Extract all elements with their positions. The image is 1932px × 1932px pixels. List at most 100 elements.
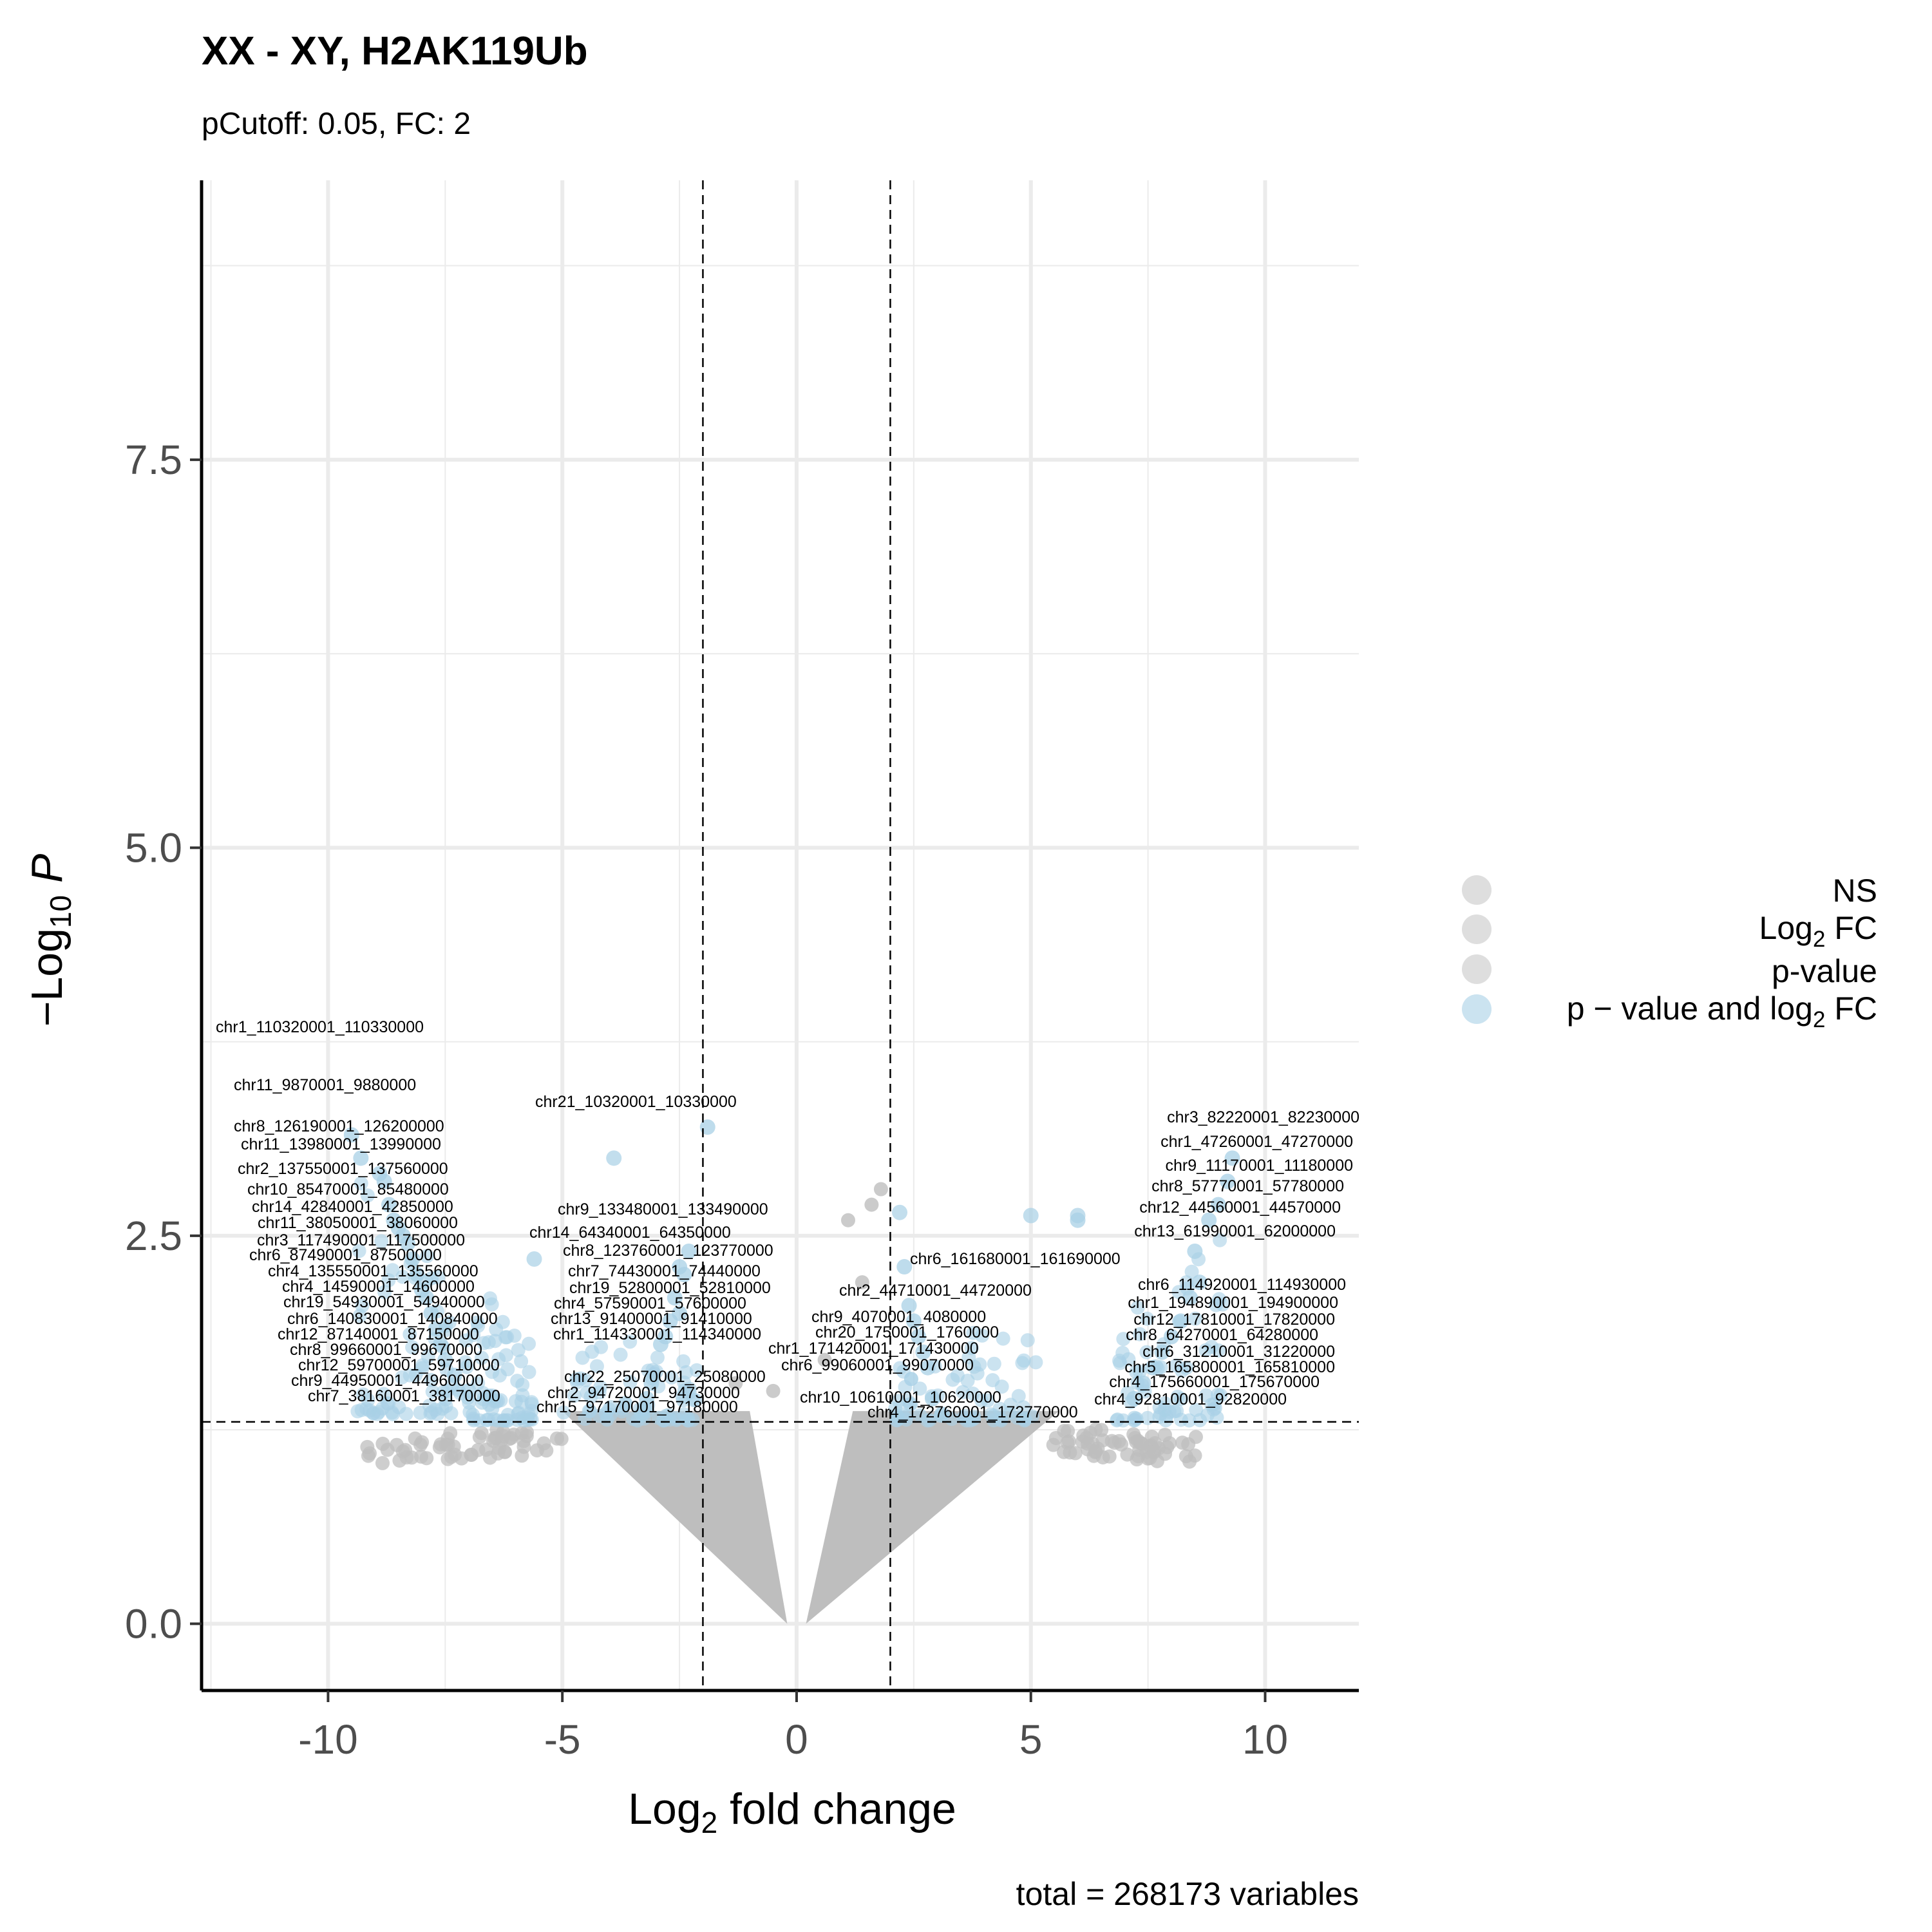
y-tick-label: 7.5 — [125, 437, 182, 483]
significant-point — [377, 1285, 392, 1300]
labeled-point — [681, 1243, 697, 1259]
ns-point — [1094, 1423, 1109, 1437]
point-label: chr1_47260001_47270000 — [1160, 1133, 1353, 1151]
point-label: chr6_99060001_99070000 — [781, 1356, 974, 1374]
x-tick-label: 10 — [1242, 1716, 1288, 1763]
ns-point — [471, 1443, 486, 1457]
significant-point — [500, 1413, 515, 1428]
legend-key-pvalue — [1462, 954, 1492, 984]
ns-point — [873, 1182, 888, 1197]
significant-point — [425, 1385, 440, 1399]
point-label: chr11_9870001_9880000 — [234, 1076, 416, 1094]
significant-point — [1157, 1396, 1172, 1410]
point-label: chr6_31210001_31220000 — [1142, 1343, 1335, 1361]
ns-point — [360, 1439, 375, 1454]
point-label: chr4_172760001_172770000 — [867, 1403, 1078, 1421]
significant-point — [521, 1406, 536, 1421]
significant-point — [466, 1411, 480, 1426]
significant-point — [975, 1328, 990, 1343]
significant-point — [355, 1298, 370, 1313]
labeled-point — [920, 1359, 936, 1376]
ns-point — [439, 1437, 453, 1452]
labeled-point — [433, 1336, 449, 1352]
ns-point — [1142, 1450, 1157, 1465]
significant-point — [892, 1204, 908, 1220]
point-label: chr8_126190001_126200000 — [234, 1117, 444, 1135]
significant-point — [664, 1370, 679, 1385]
point-label: chr22_25070001_25080000 — [564, 1368, 766, 1386]
significant-point — [1193, 1413, 1208, 1428]
point-label: chr19_52800001_52810000 — [569, 1279, 771, 1297]
ns-point — [1061, 1424, 1075, 1439]
ns-density-region — [806, 1411, 1059, 1624]
ns-point — [1102, 1449, 1117, 1464]
significant-point — [1184, 1264, 1199, 1279]
point-label: chr11_38050001_38060000 — [258, 1214, 458, 1232]
labeled-point — [924, 1390, 940, 1406]
significant-point — [1128, 1413, 1142, 1428]
labeled-point — [1144, 1359, 1160, 1376]
point-label: chr3_117490001_117500000 — [257, 1231, 465, 1249]
significant-point — [1116, 1332, 1131, 1347]
labeled-point — [1135, 1375, 1151, 1391]
significant-point — [1188, 1311, 1202, 1326]
point-label: chr6_87490001_87500000 — [249, 1246, 442, 1264]
significant-point — [420, 1249, 435, 1264]
labeled-point — [353, 1150, 369, 1166]
ns-point — [1188, 1430, 1203, 1444]
significant-point — [350, 1404, 365, 1419]
labeled-point — [1182, 1290, 1198, 1306]
significant-point — [385, 1263, 400, 1278]
labeled-point — [915, 1344, 931, 1360]
cutoff-lines — [202, 180, 1359, 1690]
significant-point — [1174, 1392, 1189, 1406]
ns-point — [1046, 1437, 1061, 1452]
significant-point — [956, 1385, 971, 1399]
point-label: chr10_10610001_10620000 — [800, 1388, 1001, 1406]
ns-point — [474, 1426, 489, 1441]
significant-point — [669, 1412, 684, 1427]
ns-point — [515, 1448, 529, 1463]
labeled-point — [1173, 1313, 1189, 1329]
significant-point — [424, 1372, 439, 1387]
grid — [202, 180, 1359, 1690]
ns-point — [1157, 1427, 1172, 1442]
significant-point — [913, 1408, 927, 1423]
point-label: chr9_4070001_4080000 — [811, 1308, 986, 1326]
labeled-point — [460, 1383, 477, 1399]
significant-point — [352, 1244, 366, 1258]
labeled-point — [896, 1259, 913, 1275]
ns-point — [1068, 1446, 1083, 1461]
point-labels: chr1_110320001_110330000 chr11_9870001_98… — [216, 1018, 1359, 1421]
significant-point — [556, 1405, 571, 1420]
significant-point — [1204, 1397, 1219, 1412]
significant-points — [343, 1119, 1240, 1428]
point-label: chr20_1750001_1760000 — [815, 1323, 999, 1341]
significant-point — [510, 1374, 525, 1388]
ns-point — [1062, 1434, 1077, 1449]
significant-point — [1023, 1208, 1039, 1224]
point-label: chr14_64340001_64350000 — [529, 1224, 731, 1242]
point-label: chr9_11170001_11180000 — [1166, 1157, 1353, 1175]
significant-point — [900, 1394, 914, 1408]
point-label: chr19_54930001_54940000 — [283, 1293, 485, 1311]
point-label: chr12_87140001_87150000 — [278, 1325, 479, 1343]
significant-point — [1140, 1311, 1155, 1326]
y-tick-label: 0.0 — [125, 1600, 182, 1647]
labeled-point — [1191, 1274, 1208, 1291]
significant-point — [1171, 1285, 1186, 1300]
point-label: chr1_171420001_171430000 — [768, 1340, 979, 1358]
legend-key-log2fc — [1462, 914, 1492, 944]
x-tick-label: 0 — [785, 1716, 808, 1763]
chart-title: XX - XY, H2AK119Ub — [202, 29, 588, 73]
significant-point — [996, 1331, 1010, 1346]
ns-point — [486, 1434, 500, 1448]
ns-point — [404, 1450, 419, 1465]
point-label: chr13_61990001_62000000 — [1134, 1222, 1336, 1240]
ns-point — [1088, 1444, 1103, 1459]
significant-point — [500, 1330, 515, 1345]
significant-point — [462, 1395, 477, 1410]
significant-point — [491, 1394, 506, 1408]
significant-point — [354, 1176, 368, 1191]
